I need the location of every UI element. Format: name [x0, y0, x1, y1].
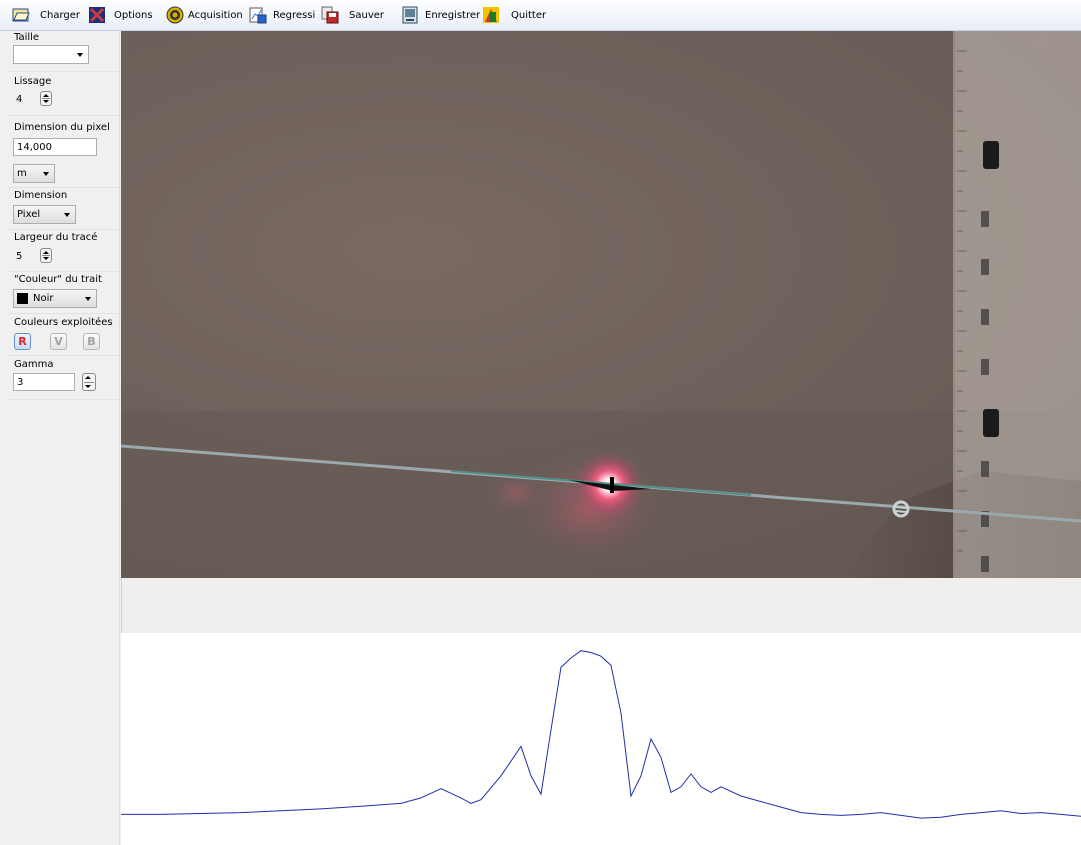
couleur-select[interactable]: Noir: [13, 289, 97, 308]
gamma-input[interactable]: 3: [13, 373, 75, 391]
folder-open-icon: [12, 6, 30, 24]
quitter-menu[interactable]: Quitter: [482, 5, 546, 25]
acquisition-menu[interactable]: Acquisition: [166, 5, 243, 25]
lissage-label: Lissage: [14, 76, 52, 87]
chevron-down-icon: [77, 53, 83, 57]
lissage-group: Lissage 4: [8, 72, 120, 116]
largeur-spinner[interactable]: [40, 248, 52, 263]
taille-group: Taille: [8, 31, 120, 72]
quit-icon: [482, 6, 500, 24]
camera-image[interactable]: [121, 31, 1081, 578]
couleurs-exploitees-group: Couleurs exploitées R V B: [8, 314, 120, 356]
chevron-down-icon: [85, 297, 91, 301]
largeur-group: Largeur du tracé 5: [8, 230, 120, 272]
gamma-group: Gamma 3: [8, 356, 120, 400]
regressi-label: Regressi: [273, 9, 316, 21]
taille-select[interactable]: [13, 45, 89, 64]
gamma-spinner[interactable]: [82, 373, 96, 391]
enregistrer-menu[interactable]: Enregistrer: [401, 5, 480, 25]
intensity-profile-plot: [121, 633, 1081, 845]
options-label: Options: [114, 9, 153, 21]
record-icon: [401, 6, 419, 24]
regressi-menu[interactable]: Regressi: [249, 5, 315, 25]
unit-select[interactable]: m: [13, 164, 55, 183]
save-icon: [321, 6, 339, 24]
dimension-pixel-group: Dimension du pixel 14,000 m: [8, 116, 120, 188]
profile-cut-highlight: [450, 470, 752, 496]
gamma-label: Gamma: [14, 359, 54, 370]
largeur-value[interactable]: 5: [16, 250, 23, 262]
largeur-label: Largeur du tracé: [14, 232, 98, 243]
color-swatch: [17, 293, 28, 304]
dimension-select[interactable]: Pixel: [13, 205, 76, 224]
intensity-profile-svg: [121, 650, 1081, 819]
settings-sidebar: Taille Lissage 4 Dimension du pixel 14,0…: [0, 31, 120, 845]
regressi-icon: [249, 6, 267, 24]
menu-bar: Charger Options Acquisition Regressi Sau…: [0, 0, 1081, 31]
dimension-pixel-input[interactable]: 14,000: [13, 138, 97, 156]
ruler: [953, 31, 1081, 578]
intensity-profile-line: [121, 650, 1081, 819]
blue-channel-toggle[interactable]: B: [83, 333, 100, 350]
green-channel-toggle[interactable]: V: [50, 333, 67, 350]
sauver-menu[interactable]: Sauver: [321, 5, 384, 25]
dimension-group: Dimension Pixel: [8, 188, 120, 230]
dimension-label: Dimension: [14, 190, 68, 201]
couleur-label: "Couleur" du trait: [14, 274, 102, 285]
charger-label: Charger: [40, 9, 80, 21]
laser-side-fringe: [488, 471, 544, 515]
dimension-value: Pixel: [17, 209, 41, 220]
acquisition-label: Acquisition: [188, 9, 243, 21]
red-channel-toggle[interactable]: R: [14, 333, 31, 350]
chevron-down-icon: [43, 172, 49, 176]
couleurs-exploitees-label: Couleurs exploitées: [14, 317, 113, 328]
camera-image-canvas: [121, 31, 1081, 578]
couleur-value: Noir: [33, 293, 54, 304]
options-menu[interactable]: Options: [88, 5, 153, 25]
camera-lens-icon: [166, 6, 184, 24]
image-footer-strip: [121, 578, 1081, 633]
couleur-group: "Couleur" du trait Noir: [8, 272, 120, 314]
line-endpoint-handle[interactable]: [892, 500, 910, 518]
center-tick[interactable]: [610, 477, 614, 493]
dimension-pixel-label: Dimension du pixel: [14, 122, 110, 133]
chevron-down-icon: [64, 213, 70, 217]
enregistrer-label: Enregistrer: [425, 9, 481, 21]
charger-menu[interactable]: Charger: [12, 5, 80, 25]
sauver-label: Sauver: [349, 9, 384, 21]
lissage-value[interactable]: 4: [16, 93, 23, 105]
lissage-spinner[interactable]: [40, 91, 52, 106]
options-icon: [88, 6, 106, 24]
quitter-label: Quitter: [511, 9, 547, 21]
unit-value: m: [17, 168, 27, 179]
taille-label: Taille: [14, 32, 40, 43]
